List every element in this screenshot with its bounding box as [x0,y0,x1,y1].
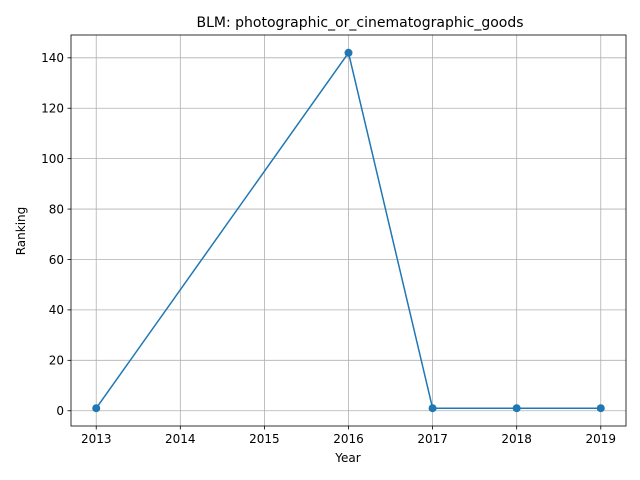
y-tick-label: 140 [41,51,64,65]
x-tick-label: 2014 [165,432,196,446]
y-axis-label: Ranking [14,207,28,256]
x-tick-label: 2016 [333,432,364,446]
data-point [596,404,605,413]
data-point [428,404,437,413]
x-tick-label: 2017 [417,432,448,446]
data-point [92,404,101,413]
series-layer [92,48,605,413]
x-ticks: 2013 2014 2015 2016 2017 2018 2019 [81,426,616,446]
y-tick-label: 20 [49,354,64,368]
chart-title: BLM: photographic_or_cinematographic_goo… [196,15,523,31]
x-tick-label: 2015 [249,432,280,446]
grid [71,35,626,426]
data-point [344,48,353,57]
y-tick-label: 100 [41,152,64,166]
x-tick-label: 2018 [501,432,532,446]
y-tick-label: 40 [49,303,64,317]
x-axis-label: Year [334,451,360,465]
y-tick-label: 60 [49,253,64,267]
x-tick-label: 2019 [585,432,616,446]
y-ticks: 0 20 40 60 80 100 120 140 [41,51,71,418]
y-tick-label: 80 [49,202,64,216]
x-tick-label: 2013 [81,432,112,446]
y-tick-label: 120 [41,102,64,116]
data-point [512,404,521,413]
y-tick-label: 0 [56,404,64,418]
